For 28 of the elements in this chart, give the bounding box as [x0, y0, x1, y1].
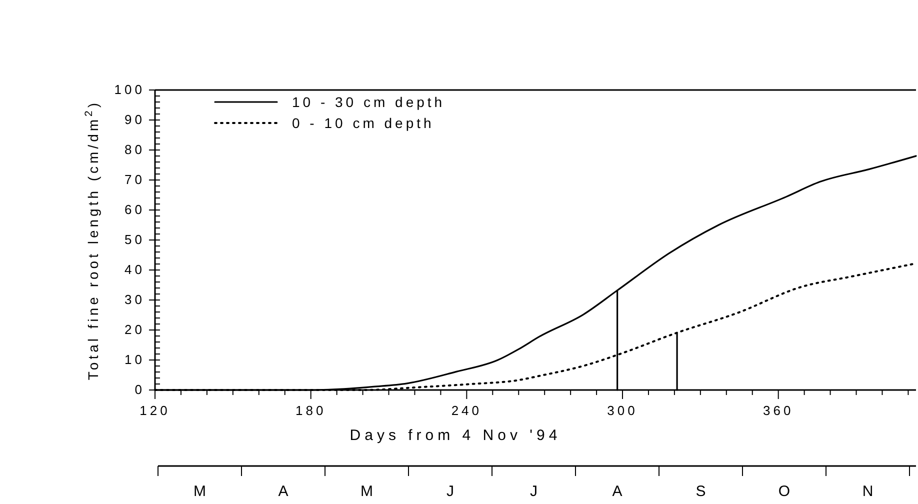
y-tick-label: 90	[124, 112, 145, 127]
text: A	[612, 483, 622, 500]
y-tick-label: 70	[124, 172, 145, 187]
text: M	[360, 483, 373, 500]
x-tick-label: 300	[607, 403, 638, 418]
y-tick-label: 60	[124, 202, 145, 217]
y-tick-label: 80	[124, 142, 145, 157]
x-axis-title: Days from 4 Nov '94	[350, 427, 562, 444]
text: M	[194, 483, 206, 500]
text: S	[696, 483, 706, 500]
x-tick-label: 180	[295, 403, 326, 418]
y-tick-label: 30	[124, 292, 145, 307]
text: A	[278, 483, 288, 500]
y-tick-label: 40	[124, 262, 145, 277]
text: O	[778, 483, 790, 500]
x-tick-label: 120	[140, 403, 170, 418]
y-tick-label: 100	[114, 82, 145, 97]
x-tick-label: 360	[762, 403, 794, 418]
y-tick-label: 20	[124, 322, 145, 337]
x-tick-label: 240	[451, 403, 482, 418]
y-tick-label: 10	[124, 352, 145, 367]
text: N	[862, 483, 874, 500]
legend-label: 0 - 10 cm depth	[292, 115, 434, 131]
y-tick-label: 0	[134, 382, 145, 397]
text: J	[530, 483, 538, 500]
text: J	[446, 483, 454, 500]
legend-label: 10 - 30 cm depth	[292, 94, 446, 110]
y-tick-label: 50	[124, 232, 145, 247]
